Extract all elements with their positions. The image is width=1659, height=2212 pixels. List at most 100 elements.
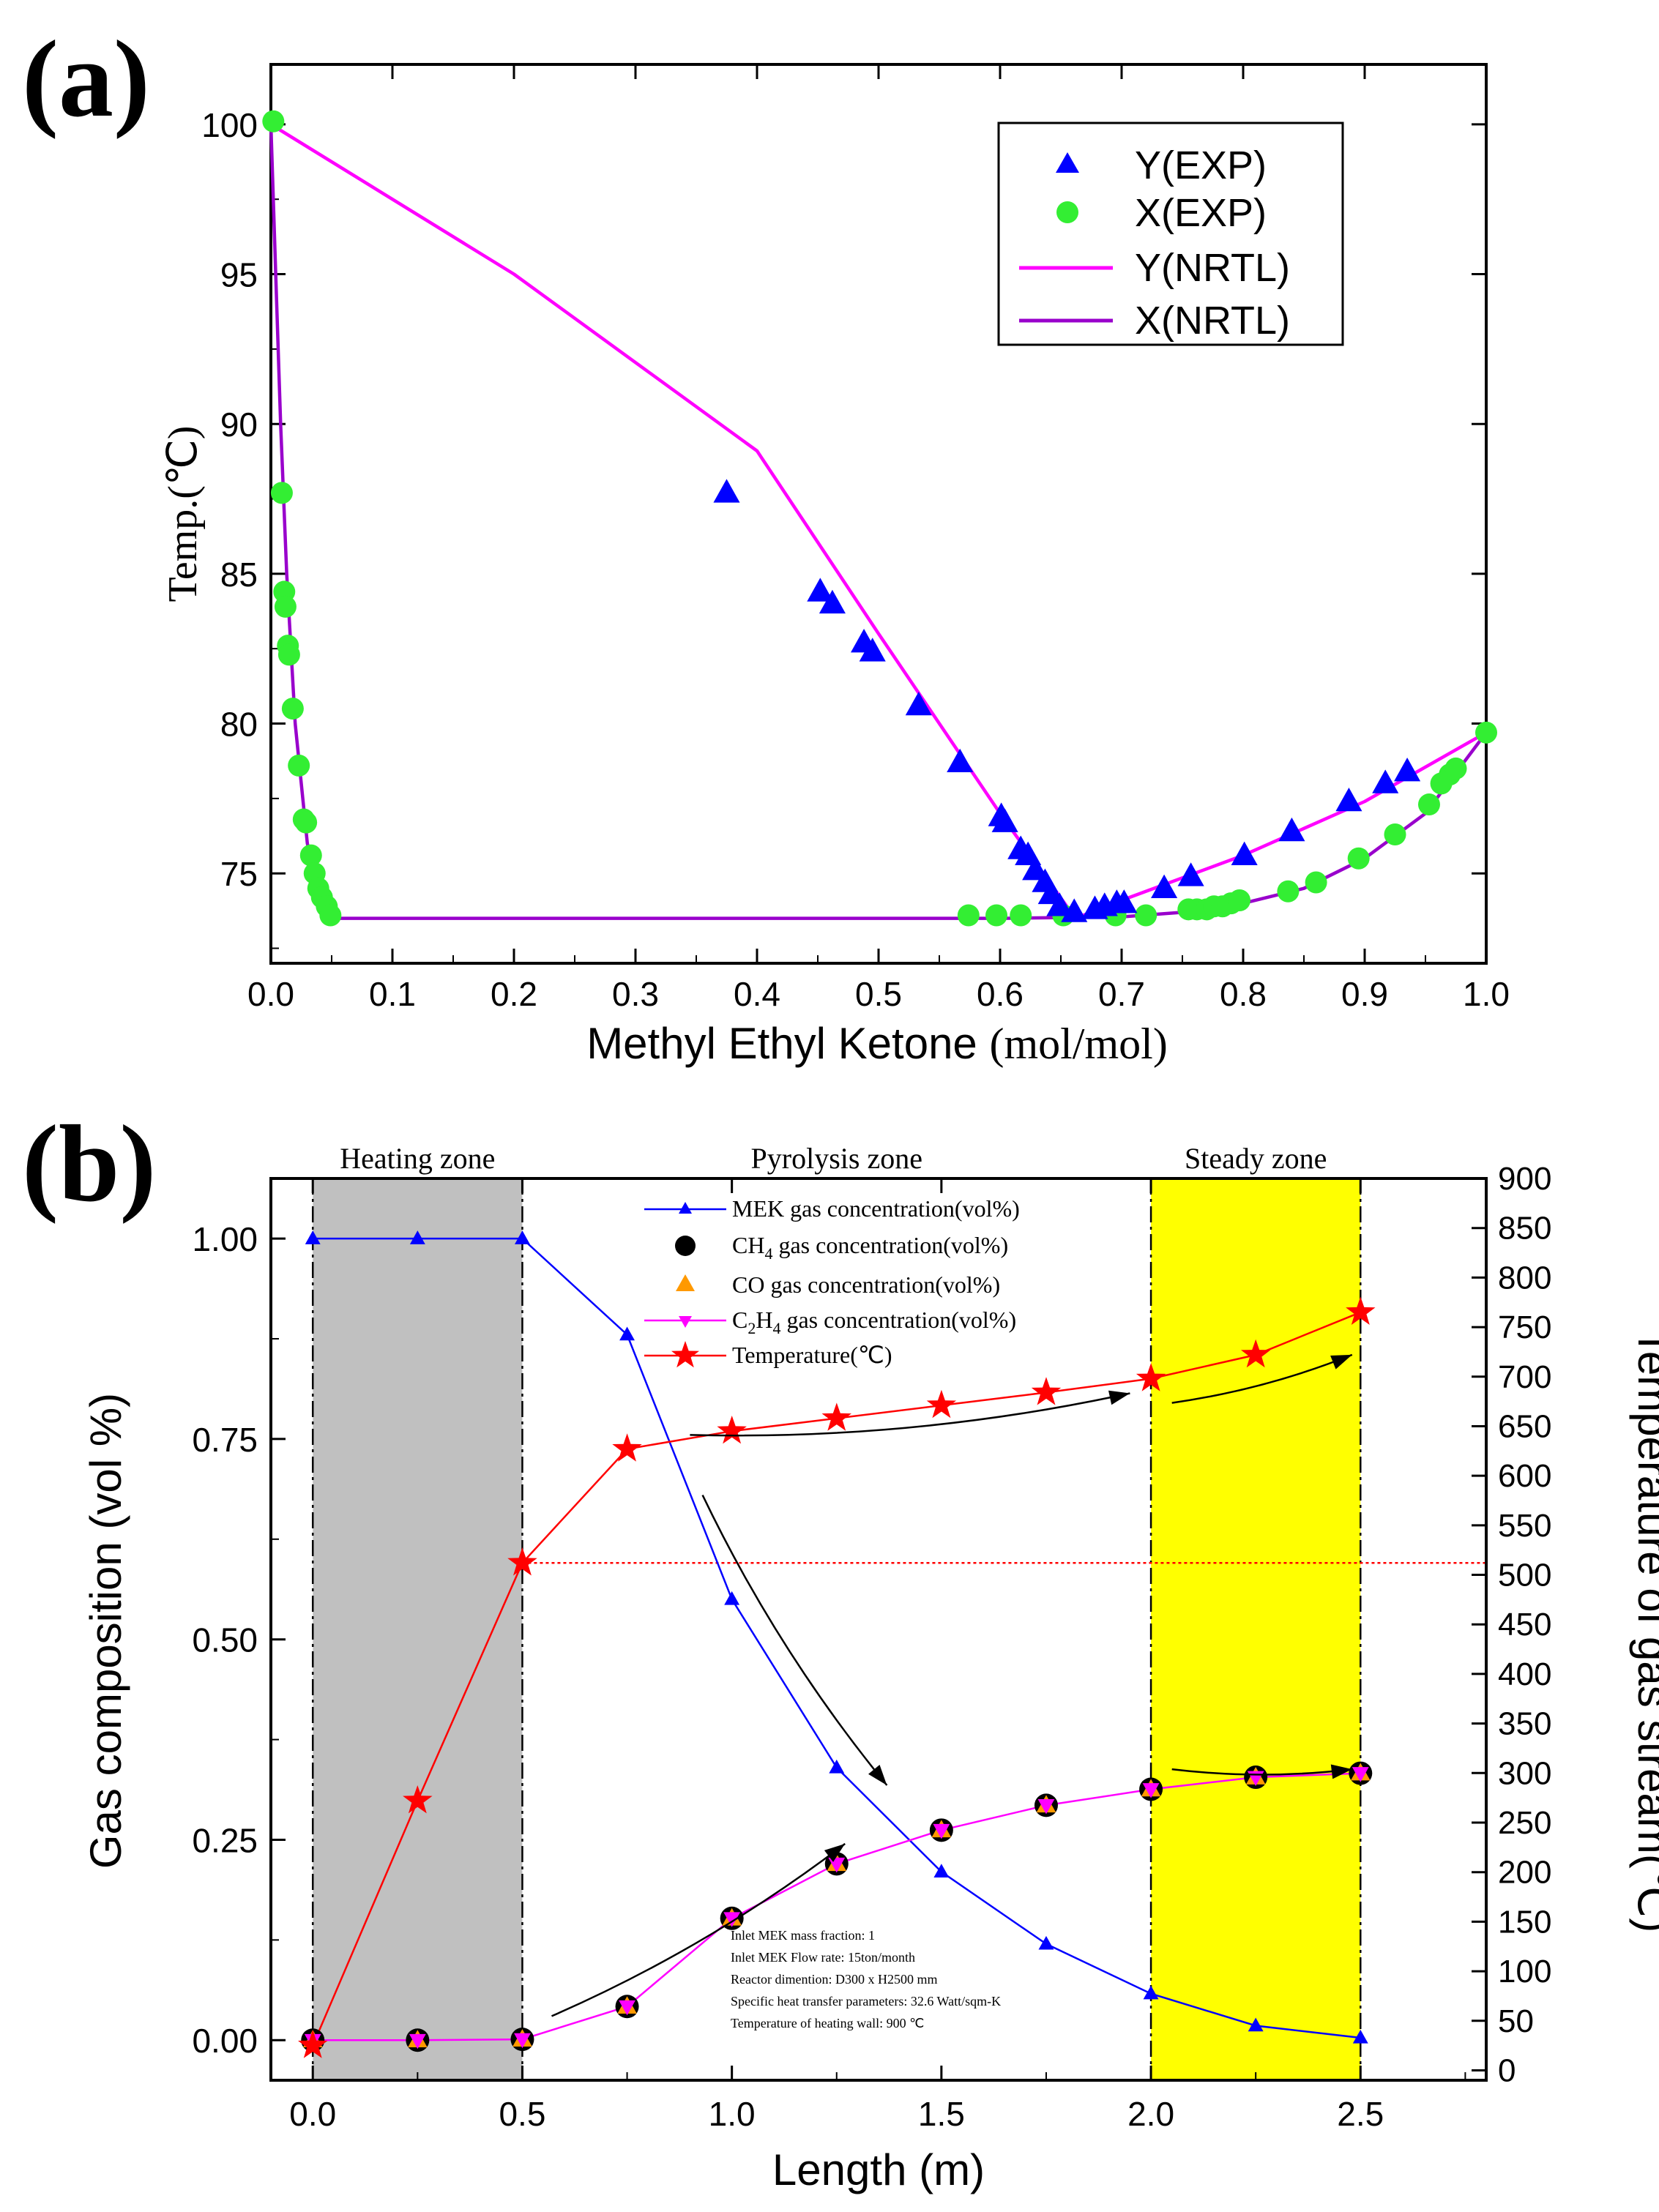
y-exp-point-0: [713, 479, 740, 503]
legend-co-label: CO gas concentration(vol%): [732, 1271, 1000, 1298]
x-exp-point-0: [262, 110, 285, 132]
x-exp-point-16: [957, 904, 980, 927]
panel-a-x-axis-title: Methyl Ethyl Ketone (mol/mol): [586, 1019, 1168, 1068]
series-3-point-8: [1142, 1783, 1160, 1798]
a-ytick-label-95: 95: [220, 256, 258, 294]
legend-y-nrtl-label: Y(NRTL): [1135, 246, 1290, 290]
y-exp-point-24: [1335, 787, 1362, 812]
y-exp-point-22: [1231, 841, 1258, 865]
a-ytick-label-90: 90: [220, 406, 258, 444]
a-xtick-label-7: 0.7: [1098, 975, 1145, 1013]
panel-b-plot-area: 0.00 0.25 0.50 0.75 1.00 0 50 100 150 200 250 300 3…: [192, 1142, 1551, 2133]
panel-b-y-axis-title-right: Temperature of gas stream(℃): [1629, 1329, 1659, 1932]
x-exp-point-29: [1277, 880, 1300, 903]
series-3-point-3: [619, 2000, 635, 2016]
y-exp-point-23: [1278, 817, 1305, 842]
a-xtick-label-8: 0.8: [1220, 975, 1267, 1013]
b-xtick-label-1: 0.5: [499, 2095, 545, 2133]
legend-ch4-marker: [675, 1236, 696, 1256]
series-3-point-1: [409, 2033, 426, 2050]
trend-arrow-head-2: [868, 1765, 887, 1785]
series-3-point-5: [828, 1857, 846, 1873]
legend-c2h4-mid: H: [756, 1307, 772, 1333]
b-rtick-label-13: 650: [1498, 1408, 1551, 1444]
a-xtick-label-9: 0.9: [1341, 975, 1388, 1013]
b-rtick-label-18: 900: [1498, 1161, 1551, 1197]
legend-x-exp-marker: [1056, 201, 1078, 223]
b-rtick-label-12: 600: [1498, 1458, 1551, 1494]
a-xtick-label-1: 0.1: [369, 975, 416, 1013]
b-ltick-label-1: 0.25: [192, 1821, 258, 1859]
x-exp-point-28: [1229, 889, 1251, 912]
panel-a-x-axis-title-main: Methyl Ethyl Ketone: [586, 1019, 977, 1068]
panel-a-label: (a): [22, 18, 150, 140]
a-xtick-label-6: 0.6: [977, 975, 1024, 1013]
legend-mek-label: MEK gas concentration(vol%): [732, 1195, 1020, 1222]
b-rtick-label-0: 0: [1498, 2052, 1516, 2088]
series-4-point-2: [507, 1547, 537, 1576]
panel-a-x-ticks: 0.0 0.1 0.2 0.3 0.4 0.5 0.6 0.7 0.8 0.9 1.0: [247, 64, 1510, 1013]
series-0-point-3: [619, 1326, 635, 1341]
b-rtick-label-15: 750: [1498, 1309, 1551, 1345]
legend-y-exp-marker: [1056, 152, 1079, 173]
series-3-point-7: [1037, 1798, 1055, 1815]
panel-a-legend-box: [997, 122, 1344, 346]
series-0-point-7: [1038, 1935, 1054, 1950]
trend-arrow-0: [690, 1392, 1130, 1437]
y-exp-point-14: [1046, 892, 1073, 916]
legend-co-marker: [676, 1274, 695, 1291]
y-exp-point-6: [947, 748, 974, 773]
b-ltick-label-0: 0.00: [192, 2022, 258, 2060]
legend-ch4-sub: 4: [764, 1244, 772, 1263]
legend-ch4-prefix: CH: [732, 1232, 764, 1258]
b-rtick-label-14: 700: [1498, 1359, 1551, 1395]
b-rtick-label-9: 450: [1498, 1607, 1551, 1643]
a-ytick-label-80: 80: [220, 706, 258, 744]
b-rtick-label-7: 350: [1498, 1706, 1551, 1742]
x-exp-point-18: [1010, 904, 1032, 927]
panel-a-x-axis-title-unit: (mol/mol): [989, 1020, 1167, 1068]
b-rtick-label-10: 500: [1498, 1558, 1551, 1593]
annotation-line-4: Specific heat transfer parameters: 32.6 …: [731, 1994, 1001, 2009]
x-exp-point-3: [274, 595, 297, 618]
trend-arrow-head-4: [1330, 1764, 1352, 1779]
b-rtick-label-6: 300: [1498, 1755, 1551, 1791]
y-exp-point-20: [1151, 874, 1178, 898]
trend-arrow-head-3: [824, 1843, 846, 1862]
series-4-point-0: [298, 2030, 328, 2058]
series-4-point-3: [612, 1433, 642, 1462]
x-exp-point-36: [1444, 757, 1467, 780]
b-ltick-label-4: 1.00: [192, 1220, 258, 1258]
a-ytick-label-85: 85: [220, 556, 258, 594]
b-xtick-label-3: 1.5: [918, 2095, 965, 2133]
series-3-point-6: [933, 1823, 950, 1839]
x-exp-point-31: [1347, 847, 1370, 870]
trend-arrow-4: [1171, 1768, 1352, 1776]
trend-arrow-3: [551, 1842, 846, 2017]
x-exp-point-10: [299, 844, 322, 867]
y-exp-point-25: [1372, 769, 1399, 793]
zone-label-2: Steady zone: [1185, 1142, 1327, 1175]
series-0-point-10: [1352, 2029, 1368, 2044]
panel-b: (b) 0.000.250.500.751.00 050100150200250…: [22, 1103, 1659, 2194]
y-exp-point-21: [1177, 862, 1204, 886]
series-4-point-8: [1136, 1363, 1166, 1391]
zone-label-0: Heating zone: [340, 1142, 495, 1175]
b-rtick-label-1: 50: [1498, 2003, 1534, 2039]
b-rtick-label-2: 100: [1498, 1954, 1551, 1989]
panel-b-right-ticks: 0 50 100 150 200 250 300 350 400 450 500 550 600 650 7…: [1472, 1161, 1551, 2088]
panel-b-y-axis-title-left: Gas composition (vol %): [81, 1393, 130, 1869]
legend-ch4-rest: gas concentration(vol%): [772, 1232, 1008, 1258]
x-exp-point-5: [277, 643, 300, 666]
x-exp-point-17: [985, 904, 1008, 927]
panel-b-annotation: Inlet MEK mass fraction: 1 Inlet MEK Flo…: [731, 1928, 1001, 2030]
legend-c2h4-label: C2H4 gas concentration(vol%): [732, 1307, 1016, 1337]
x-exp-point-32: [1384, 823, 1406, 845]
legend-c2h4-rest: gas concentration(vol%): [780, 1307, 1016, 1333]
legend-c2h4-sub: 2: [748, 1319, 756, 1337]
a-xtick-label-5: 0.5: [855, 975, 902, 1013]
panel-a-legend: Y(EXP) X(EXP) Y(NRTL) X(NRTL): [997, 122, 1344, 346]
x-exp-point-6: [281, 698, 304, 720]
